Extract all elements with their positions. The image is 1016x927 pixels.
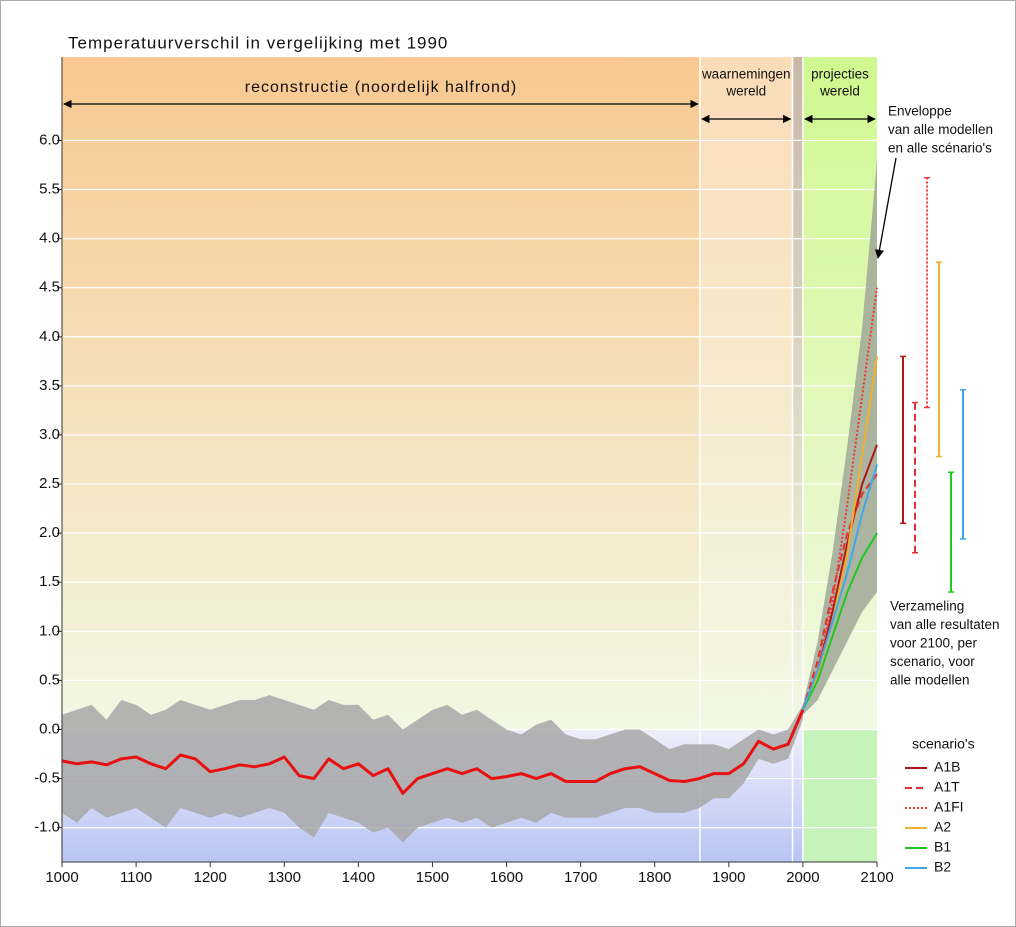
y-tick-label: 4.0 [39,230,60,247]
annotation: scenario, voor [890,654,975,669]
x-tick-label: 1100 [120,869,152,886]
chart-title: Temperatuurverschil in vergelijking met … [68,33,448,52]
y-tick-label: 3.5 [39,377,60,394]
annotation: van alle resultaten [890,617,1000,632]
y-tick-label: 2.5 [39,475,60,492]
region-label: wereld [725,84,766,99]
x-tick-label: 1000 [45,869,78,886]
envelope [802,160,877,715]
annotation-arrow [874,157,897,259]
y-tick-label: 1.0 [39,622,60,639]
y-tick-label: 3.0 [39,426,60,443]
scenario-line [801,356,878,711]
y-tick-label: 4.0 [39,328,60,345]
reconstruction-line [61,709,805,795]
x-tick-label: 1700 [564,869,597,886]
x-tick-label: 1900 [712,869,745,886]
scenario-line [801,287,878,711]
annotation: alle modellen [890,673,970,688]
region-label: wereld [819,84,860,99]
x-tick-label: 2000 [786,869,819,886]
legend-title: scenario's [912,736,975,752]
region [699,57,793,730]
legend-label: A1B [934,759,960,775]
y-tick-label: -0.5 [34,770,60,787]
region [792,57,803,730]
scenario-line [802,532,878,711]
x-tick-label: 2100 [860,869,893,886]
legend-label: A1FI [934,799,964,815]
region-below [792,729,803,862]
y-tick-label: 6.0 [39,131,60,148]
y-tick-label: 0.0 [39,720,60,737]
x-tick-label: 1800 [638,869,671,886]
legend-label: B2 [934,859,951,875]
y-tick-label: -1.0 [34,819,60,836]
y-tick-label: 5.5 [39,180,60,197]
region-label: projecties [811,67,869,82]
y-tick-label: 2.0 [39,524,60,541]
legend-label: A2 [934,819,951,835]
scenario-line [801,464,878,711]
reconstruction-range [62,695,803,843]
annotation: Enveloppe [888,104,952,119]
region-below [802,729,877,862]
region-label: waarnemingen [701,67,791,82]
y-tick-label: 4.5 [39,279,60,296]
x-tick-label: 1400 [342,869,375,886]
legend-label: B1 [934,839,951,855]
annotation: Verzameling [890,599,964,614]
annotation: en alle scénario's [888,141,992,156]
x-tick-label: 1300 [268,869,301,886]
x-tick-label: 1200 [193,869,226,886]
x-tick-label: 1500 [416,869,449,886]
y-tick-label: 1.5 [39,573,60,590]
region [62,57,700,730]
x-tick-label: 1600 [490,869,523,886]
annotation: van alle modellen [888,122,993,137]
region-label: reconstructie (noordelijk halfrond) [245,79,517,96]
annotation: voor 2100, per [890,636,978,651]
legend-label: A1T [934,779,960,795]
y-tick-label: 0.5 [39,671,60,688]
